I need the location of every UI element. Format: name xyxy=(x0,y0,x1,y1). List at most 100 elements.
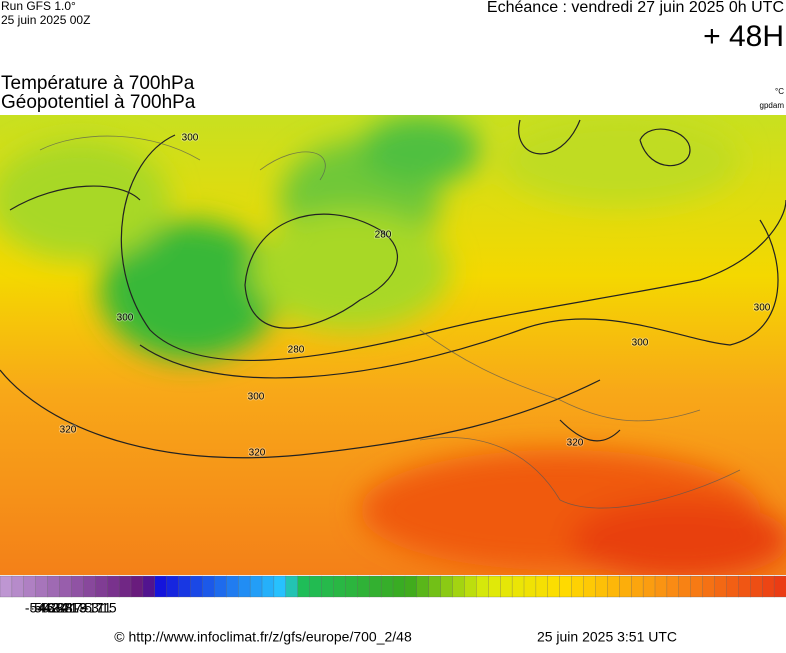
colorbar-swatch xyxy=(309,575,322,598)
colorbar-swatch xyxy=(107,575,120,598)
colorbar-label: 11 xyxy=(97,600,112,616)
colorbar-swatch xyxy=(607,575,620,598)
colorbar-swatch xyxy=(71,575,84,598)
colorbar-swatch xyxy=(666,575,680,598)
colorbar-swatch xyxy=(333,575,346,598)
colorbar-swatch xyxy=(428,575,442,598)
generated: 25 juin 2025 3:51 UTC xyxy=(537,629,677,645)
colorbar-swatch xyxy=(83,575,96,598)
colorbar-swatch xyxy=(702,575,715,598)
colorbar-label: -9 xyxy=(75,600,88,616)
colorbar-swatch xyxy=(0,575,13,598)
colorbar-swatch xyxy=(488,575,501,598)
colorbar-swatch xyxy=(714,575,727,598)
colorbar-swatch xyxy=(297,575,311,598)
colorbar-swatch xyxy=(154,575,168,598)
colorbar-swatch xyxy=(23,575,37,598)
colorbar-swatch xyxy=(380,575,394,598)
colorbar-swatch xyxy=(357,575,370,598)
contour-label: 280 xyxy=(375,230,392,241)
colorbar-swatch xyxy=(130,575,144,598)
contour-label: 300 xyxy=(754,303,771,314)
colorbar-label: -17 xyxy=(62,600,82,616)
colorbar-swatch xyxy=(416,575,430,598)
echeance: Echéance : vendredi 27 juin 2025 0h UTC xyxy=(487,0,784,16)
colorbar-swatch xyxy=(595,575,608,598)
colorbar-swatch xyxy=(285,575,299,598)
colorbar-swatch xyxy=(404,575,418,598)
colorbar-swatch xyxy=(214,575,227,598)
colorbar-swatch xyxy=(166,575,180,598)
colorbar-swatch xyxy=(500,575,513,598)
colorbar-swatch xyxy=(345,575,358,598)
colorbar-swatch xyxy=(321,575,334,598)
colorbar-label: 3 xyxy=(91,600,99,616)
colorbar-label: -54 xyxy=(25,600,45,616)
colorbar-swatch xyxy=(59,575,72,598)
colorbar-swatch xyxy=(738,575,751,598)
colorbar-swatch xyxy=(511,575,525,598)
colorbar-label: -5 xyxy=(80,600,93,616)
colorbar-swatch xyxy=(11,575,25,598)
colorbar-label: -46 xyxy=(34,600,54,616)
colorbar-swatch xyxy=(190,575,203,598)
colorbar-label: 7 xyxy=(96,600,104,616)
colorbar-swatch xyxy=(369,575,382,598)
colorbar-label: 15 xyxy=(101,600,117,616)
source: © http://www.infoclimat.fr/z/gfs/europe/… xyxy=(114,629,412,645)
colorbar-swatch xyxy=(261,575,275,598)
unit: gpdam xyxy=(760,101,785,110)
colorbar-swatch xyxy=(273,575,287,598)
contour-label: 320 xyxy=(249,448,266,459)
colorbar-swatch xyxy=(535,575,549,598)
colorbar-label: -42 xyxy=(39,600,59,616)
colorbar-label: -34 xyxy=(48,600,68,616)
colorbar-swatch xyxy=(118,575,132,598)
colorbar-label: -38 xyxy=(43,600,63,616)
colorbar-swatch xyxy=(642,575,656,598)
colorbar-swatch xyxy=(619,575,632,598)
run-date: 25 juin 2025 00Z xyxy=(1,13,90,27)
unit: °C xyxy=(775,87,784,96)
colorbar-swatch xyxy=(464,575,477,598)
contour-label: 300 xyxy=(248,392,265,403)
colorbar-label: -28 xyxy=(53,600,73,616)
colorbar-label: -13 xyxy=(66,600,86,616)
contour-label: 320 xyxy=(567,438,584,449)
colorbar-label: -21 xyxy=(57,600,77,616)
colorbar-swatch xyxy=(631,575,644,598)
contour-label: 300 xyxy=(117,313,134,324)
colorbar-swatch xyxy=(249,575,263,598)
colorbar-swatch xyxy=(476,575,489,598)
colorbar-swatch xyxy=(762,575,775,598)
colorbar-swatch xyxy=(392,575,406,598)
colorbar-swatch xyxy=(678,575,692,598)
contour-label: 280 xyxy=(288,345,305,356)
colorbar-swatch xyxy=(202,575,215,598)
colorbar-swatch xyxy=(452,575,465,598)
colorbar-swatch xyxy=(690,575,704,598)
colorbar-swatch xyxy=(773,575,786,598)
contour-label: 300 xyxy=(632,338,649,349)
contour-label: 320 xyxy=(60,425,77,436)
title: Température à 700hPa xyxy=(1,73,195,94)
map xyxy=(0,115,786,575)
colorbar-label: -50 xyxy=(29,600,49,616)
colorbar-swatch xyxy=(226,575,239,598)
colorbar-label: -1 xyxy=(84,600,97,616)
colorbar-swatch xyxy=(440,575,453,598)
run: Run GFS 1.0° xyxy=(1,0,76,13)
colorbar-swatch xyxy=(95,575,108,598)
colorbar-swatch xyxy=(583,575,596,598)
colorbar-swatch xyxy=(654,575,668,598)
colorbar-swatch xyxy=(47,575,60,598)
colorbar-swatch xyxy=(571,575,584,598)
colorbar-swatch xyxy=(178,575,191,598)
colorbar-swatch xyxy=(142,575,156,598)
colorbar-swatch xyxy=(35,575,49,598)
colorbar-swatch xyxy=(559,575,573,598)
colorbar-swatch xyxy=(726,575,739,598)
lead-time: + 48H xyxy=(703,20,784,53)
contour-label: 300 xyxy=(182,133,199,144)
